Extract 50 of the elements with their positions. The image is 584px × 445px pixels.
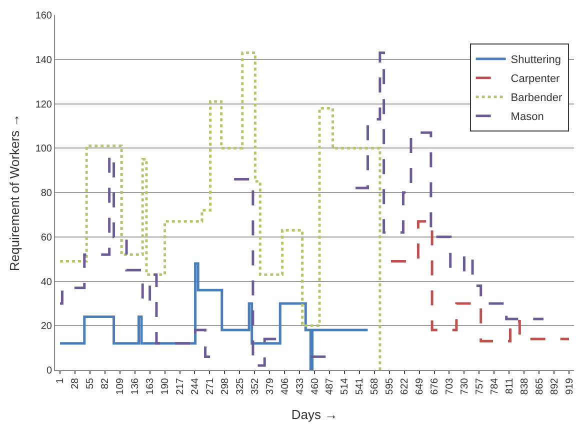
x-tick-label: 55 [85, 378, 96, 390]
x-tick-label: 163 [145, 378, 156, 395]
y-tick-label: 160 [35, 10, 52, 22]
x-tick-label: 433 [294, 378, 306, 395]
legend-label: Barbender [510, 92, 563, 104]
x-tick-label: 676 [430, 378, 441, 395]
x-tick-label: 325 [234, 378, 246, 395]
x-tick-label: 28 [70, 378, 82, 390]
x-tick-label: 649 [414, 378, 426, 395]
x-tick-label: 217 [175, 378, 186, 395]
x-tick-label: 271 [204, 378, 216, 395]
x-tick-label: 622 [400, 378, 411, 395]
x-tick-label: 892 [549, 378, 560, 395]
x-tick-label: 406 [280, 378, 291, 395]
x-tick-label: 595 [384, 378, 396, 395]
y-tick-label: 40 [40, 276, 52, 288]
y-tick-label: 20 [40, 321, 52, 332]
x-tick-label: 379 [264, 378, 276, 395]
x-tick-label: 244 [190, 378, 201, 395]
y-tick-label: 60 [40, 232, 52, 244]
x-tick-label: 865 [534, 378, 546, 395]
legend-label: Shuttering [510, 54, 561, 66]
x-tick-label: 838 [519, 378, 530, 395]
x-tick-label: 460 [310, 378, 321, 395]
legend-label: Carpenter [510, 73, 560, 86]
x-tick-label: 1 [55, 378, 66, 384]
x-tick-label: 82 [100, 378, 112, 390]
x-tick-label: 514 [340, 378, 351, 395]
y-tick-label: 140 [35, 54, 52, 66]
x-tick-label: 568 [370, 378, 381, 395]
x-tick-label: 730 [459, 378, 470, 395]
x-tick-label: 784 [489, 378, 500, 395]
x-axis-title: Days → [291, 407, 338, 422]
legend-label: Mason [510, 111, 544, 124]
y-tick-label: 120 [35, 99, 52, 110]
x-tick-label: 298 [220, 378, 231, 395]
y-tick-label: 0 [46, 366, 52, 376]
x-tick-label: 919 [564, 378, 576, 395]
y-axis-title: Requirement of Workers → [7, 114, 22, 272]
x-tick-label: 136 [130, 378, 142, 395]
x-tick-label: 487 [324, 378, 336, 395]
x-tick-label: 109 [115, 378, 126, 395]
x-tick-label: 190 [160, 378, 172, 395]
x-tick-label: 352 [250, 378, 261, 395]
y-tick-label: 80 [40, 188, 52, 199]
x-tick-label: 811 [504, 378, 516, 394]
y-tick-label: 100 [35, 144, 52, 155]
x-tick-label: 757 [474, 378, 486, 395]
x-tick-label: 541 [354, 378, 366, 395]
x-tick-label: 703 [444, 378, 456, 395]
